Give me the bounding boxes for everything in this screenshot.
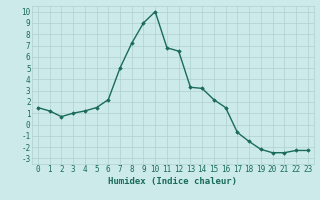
X-axis label: Humidex (Indice chaleur): Humidex (Indice chaleur) [108,177,237,186]
